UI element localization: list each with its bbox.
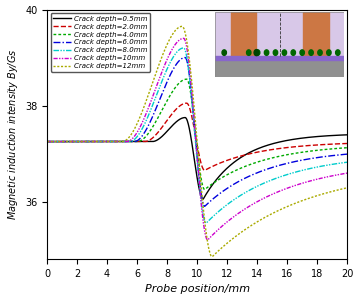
- Crack depth=2.0mm: [177, 104, 181, 108]
- Crack depth=4.0mm: [202, 188, 207, 191]
- Crack depth=6.0mm: [183, 56, 187, 59]
- Crack depth=2.0mm: [285, 146, 289, 149]
- Crack depth=4.0mm: [45, 140, 49, 143]
- Crack depth=6.0mm: [285, 161, 289, 165]
- Crack depth=6.0mm: [76, 140, 80, 143]
- Crack depth=10mm: [181, 37, 186, 40]
- Crack depth=10mm: [280, 188, 284, 192]
- Crack depth=4.0mm: [280, 154, 284, 158]
- Crack depth=6.0mm: [280, 163, 284, 166]
- Crack depth=12mm: [76, 140, 80, 143]
- Crack depth=6.0mm: [166, 77, 171, 80]
- Crack depth=12mm: [45, 140, 49, 143]
- Crack depth=2.0mm: [45, 140, 49, 143]
- Crack depth=8.0mm: [45, 140, 49, 143]
- Crack depth=2.0mm: [345, 142, 349, 145]
- Line: Crack depth=6.0mm: Crack depth=6.0mm: [47, 58, 347, 206]
- Crack depth=12mm: [345, 186, 349, 190]
- Crack depth=8.0mm: [252, 186, 256, 190]
- Crack depth=8.0mm: [181, 46, 186, 50]
- Line: Crack depth=4.0mm: Crack depth=4.0mm: [47, 79, 347, 190]
- Crack depth=0.5mm: [183, 116, 187, 119]
- Crack depth=8.0mm: [166, 64, 171, 68]
- Crack depth=12mm: [210, 255, 214, 259]
- Crack depth=10mm: [177, 38, 181, 42]
- Crack depth=6.0mm: [345, 152, 349, 156]
- Crack depth=2.0mm: [166, 117, 171, 120]
- Crack depth=8.0mm: [177, 48, 181, 52]
- Line: Crack depth=2.0mm: Crack depth=2.0mm: [47, 103, 347, 170]
- Line: Crack depth=8.0mm: Crack depth=8.0mm: [47, 48, 347, 223]
- Crack depth=0.5mm: [280, 140, 284, 143]
- Crack depth=8.0mm: [76, 140, 80, 143]
- Crack depth=6.0mm: [252, 172, 256, 176]
- Crack depth=12mm: [177, 25, 181, 29]
- Crack depth=10mm: [166, 55, 171, 58]
- X-axis label: Probe position/mm: Probe position/mm: [145, 284, 250, 294]
- Crack depth=2.0mm: [185, 101, 189, 105]
- Crack depth=8.0mm: [204, 221, 208, 225]
- Y-axis label: Magnetic induction intensity $By$/Gs: Magnetic induction intensity $By$/Gs: [5, 49, 19, 220]
- Crack depth=4.0mm: [285, 153, 289, 157]
- Crack depth=0.5mm: [252, 149, 256, 152]
- Crack depth=0.5mm: [76, 140, 80, 143]
- Crack depth=4.0mm: [185, 77, 189, 81]
- Crack depth=10mm: [45, 140, 49, 143]
- Crack depth=2.0mm: [76, 140, 80, 143]
- Crack depth=8.0mm: [280, 175, 284, 178]
- Crack depth=12mm: [285, 205, 289, 208]
- Crack depth=12mm: [252, 222, 256, 226]
- Crack depth=2.0mm: [252, 151, 256, 155]
- Crack depth=6.0mm: [202, 205, 207, 208]
- Line: Crack depth=10mm: Crack depth=10mm: [47, 38, 347, 240]
- Crack depth=12mm: [166, 40, 171, 44]
- Crack depth=10mm: [252, 202, 256, 206]
- Crack depth=0.5mm: [201, 197, 205, 201]
- Line: Crack depth=12mm: Crack depth=12mm: [47, 26, 347, 257]
- Crack depth=4.0mm: [345, 146, 349, 149]
- Crack depth=10mm: [76, 140, 80, 143]
- Crack depth=0.5mm: [45, 140, 49, 143]
- Crack depth=0.5mm: [177, 118, 181, 122]
- Crack depth=0.5mm: [345, 133, 349, 136]
- Crack depth=2.0mm: [202, 169, 207, 172]
- Crack depth=6.0mm: [45, 140, 49, 143]
- Crack depth=12mm: [180, 25, 184, 28]
- Crack depth=8.0mm: [285, 173, 289, 176]
- Line: Crack depth=0.5mm: Crack depth=0.5mm: [47, 118, 347, 199]
- Crack depth=6.0mm: [177, 59, 181, 62]
- Crack depth=0.5mm: [166, 128, 171, 132]
- Legend: Crack depth=0.5mm, Crack depth=2.0mm, Crack depth=4.0mm, Crack depth=6.0mm, Crac: Crack depth=0.5mm, Crack depth=2.0mm, Cr…: [51, 13, 150, 72]
- Crack depth=2.0mm: [280, 146, 284, 150]
- Crack depth=4.0mm: [76, 140, 80, 143]
- Crack depth=0.5mm: [285, 139, 289, 142]
- Crack depth=10mm: [285, 186, 289, 190]
- Crack depth=10mm: [345, 171, 349, 175]
- Crack depth=4.0mm: [166, 96, 171, 100]
- Crack depth=4.0mm: [252, 161, 256, 165]
- Crack depth=4.0mm: [177, 81, 181, 85]
- Crack depth=8.0mm: [345, 160, 349, 164]
- Crack depth=10mm: [205, 238, 210, 242]
- Crack depth=12mm: [280, 207, 284, 211]
